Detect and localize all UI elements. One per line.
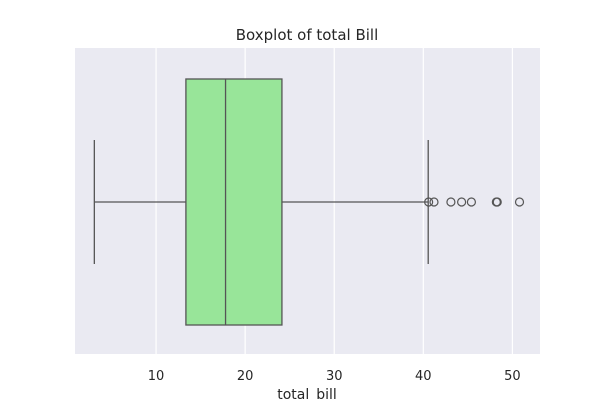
outlier-point-0	[424, 197, 434, 207]
x-ticks: 10 20 30 40 50	[148, 369, 521, 384]
outlier-point-2	[446, 197, 456, 207]
outlier-point-4	[466, 197, 477, 207]
plot-background	[75, 48, 540, 354]
iqr-box	[185, 78, 283, 326]
box-group	[93, 78, 525, 326]
outlier-point-6	[492, 197, 502, 207]
x-axis-label: total_bill	[277, 387, 337, 400]
outlier-point-1	[429, 197, 439, 207]
x-tick-label-30: 30	[326, 369, 343, 384]
chart-title: Boxplot of total Bill	[236, 26, 379, 44]
x-tick-label-20: 20	[237, 369, 254, 384]
outlier-point-3	[457, 197, 467, 207]
x-tick-label-40: 40	[415, 369, 432, 384]
outlier-point-7	[514, 197, 525, 207]
x-tick-label-50: 50	[504, 369, 521, 384]
x-tick-label-10: 10	[148, 369, 165, 384]
